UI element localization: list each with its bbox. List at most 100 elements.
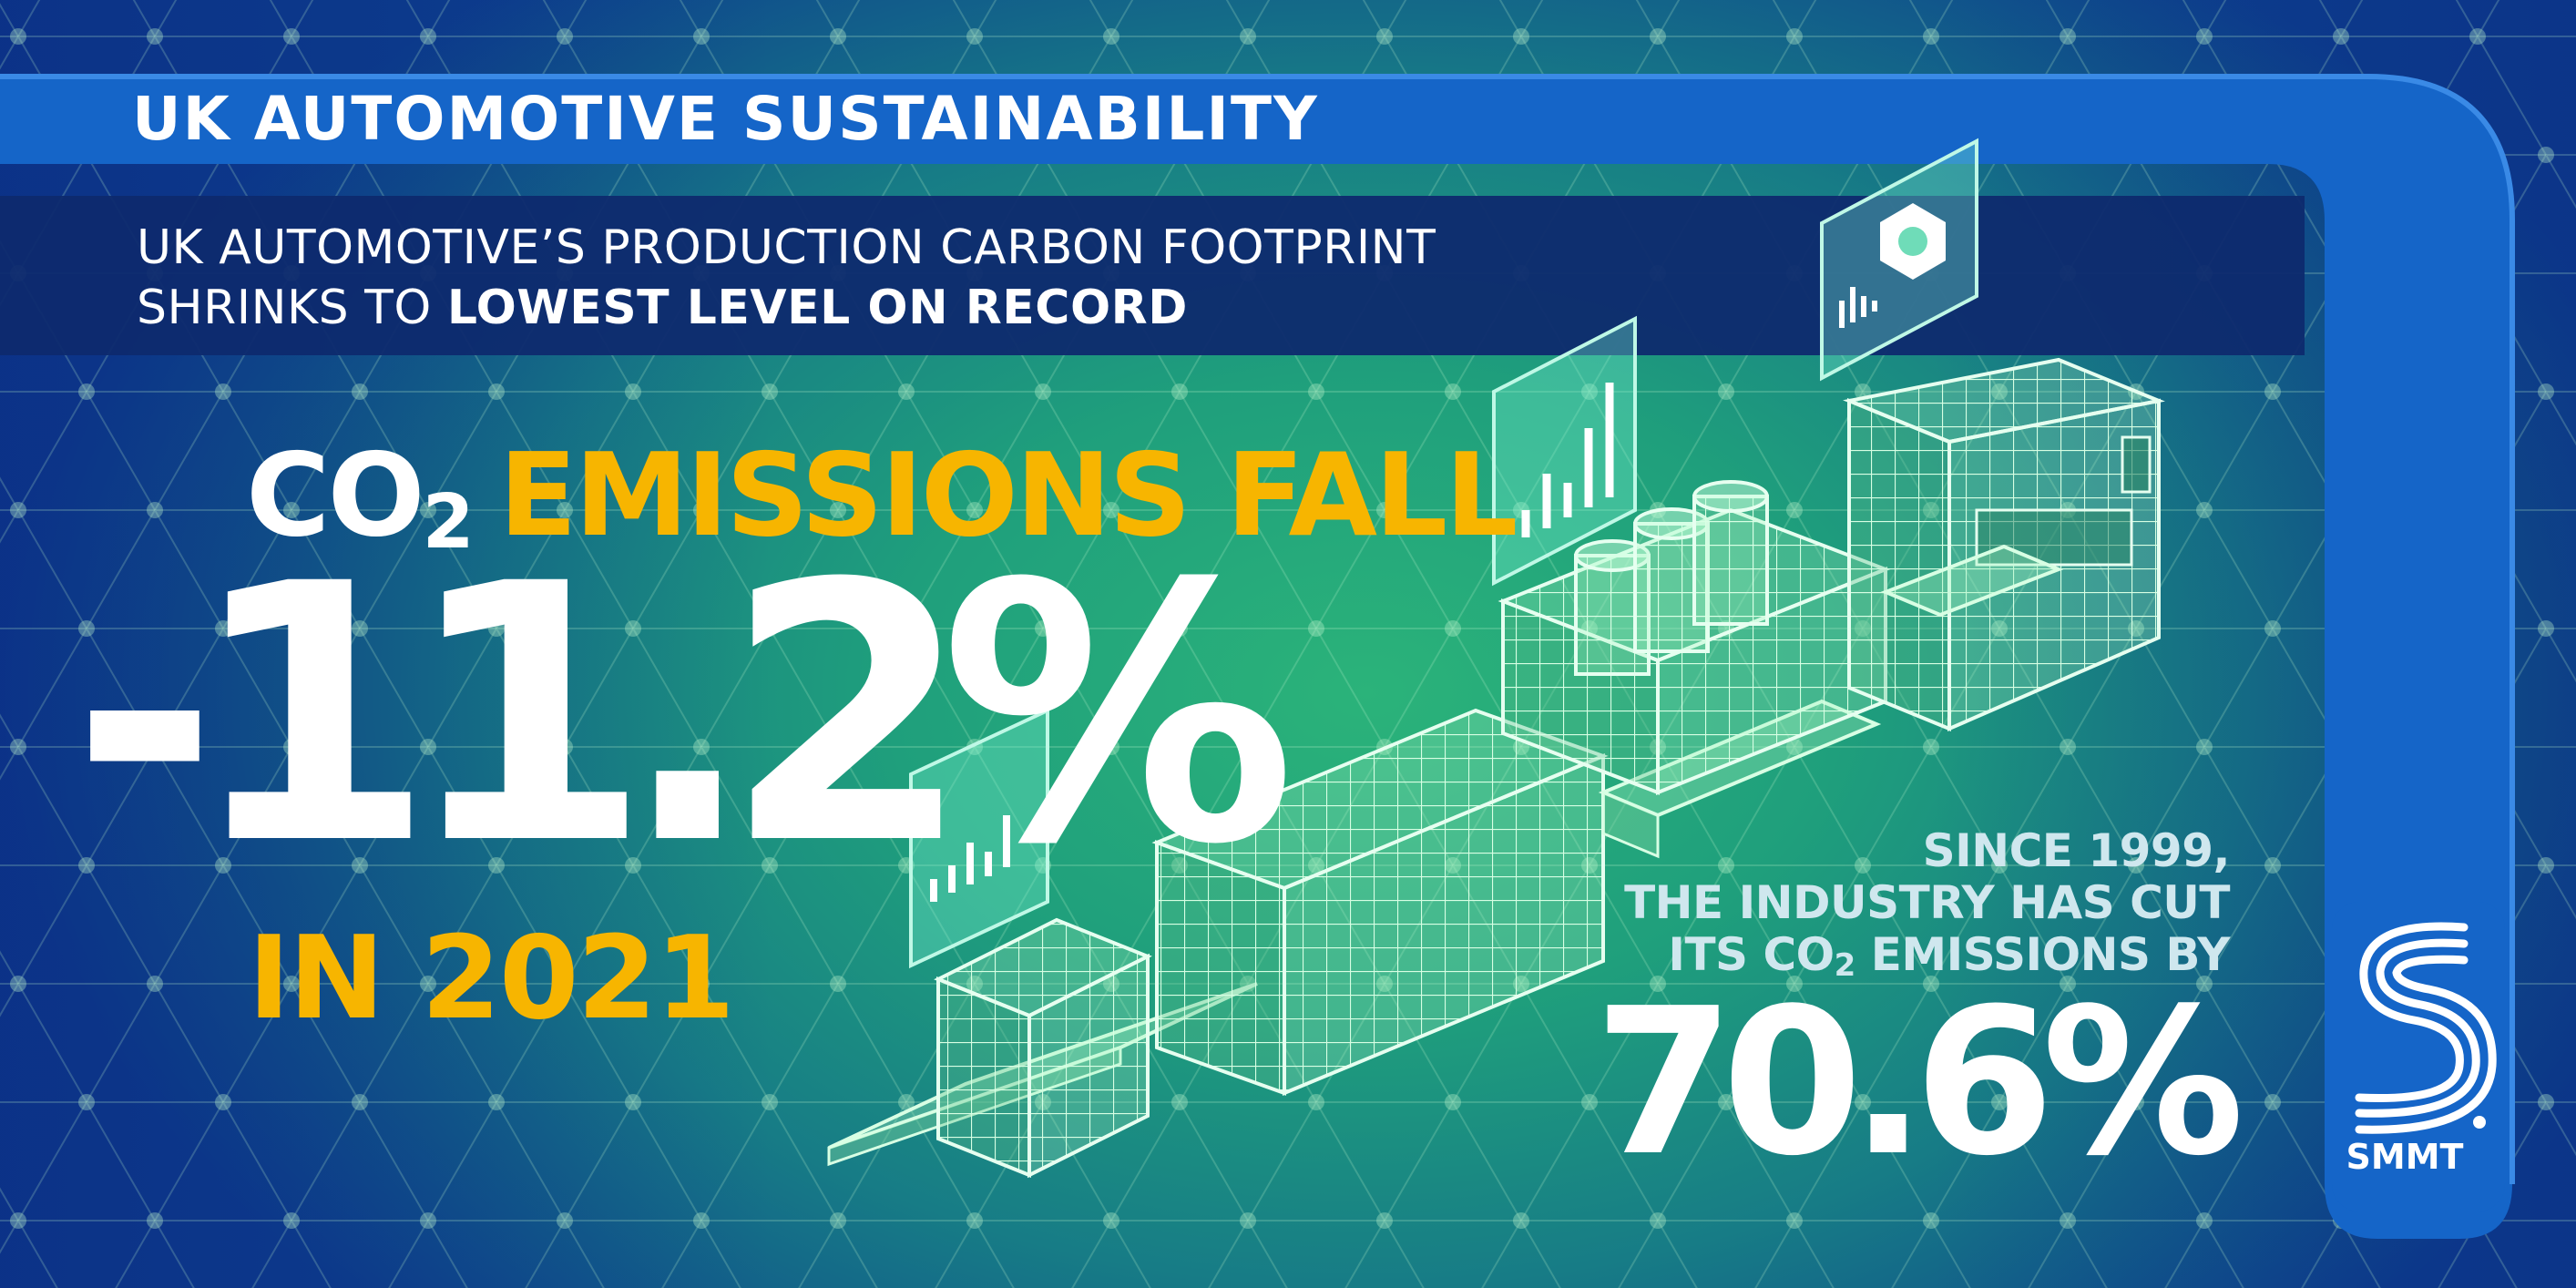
upper-conveyor bbox=[1880, 544, 2064, 618]
network-node bbox=[1103, 739, 1119, 755]
silos bbox=[1574, 480, 1769, 676]
network-node bbox=[147, 976, 163, 992]
network-node bbox=[147, 1212, 163, 1229]
subtitle-line-2: SHRINKS TO LOWEST LEVEL ON RECORD bbox=[137, 281, 1188, 335]
network-node bbox=[966, 502, 983, 518]
network-node bbox=[1445, 1094, 1461, 1110]
network-node bbox=[625, 857, 641, 874]
network-node bbox=[1786, 1212, 1803, 1229]
network-node bbox=[488, 857, 505, 874]
network-node bbox=[2060, 1212, 2076, 1229]
network-node bbox=[2196, 976, 2213, 992]
network-node bbox=[557, 976, 573, 992]
network-node bbox=[762, 1094, 778, 1110]
network-node bbox=[283, 28, 300, 45]
network-node bbox=[420, 739, 436, 755]
network-node bbox=[1376, 28, 1393, 45]
network-node bbox=[78, 620, 95, 637]
header-title: UK AUTOMOTIVE SUSTAINABILITY bbox=[132, 84, 1319, 154]
network-node bbox=[10, 502, 26, 518]
network-node bbox=[1240, 1212, 1256, 1229]
subtitle-band bbox=[0, 196, 2305, 355]
network-node bbox=[1786, 976, 1803, 992]
network-node bbox=[283, 1212, 300, 1229]
network-node bbox=[1855, 1094, 1871, 1110]
network-node bbox=[1923, 1212, 1939, 1229]
network-node bbox=[488, 383, 505, 400]
network-node bbox=[2264, 857, 2281, 874]
network-node bbox=[488, 1094, 505, 1110]
since-line-3: ITS CO2 EMISSIONS BY bbox=[1668, 928, 2230, 984]
subtitle-line-2-bold: LOWEST LEVEL ON RECORD bbox=[446, 281, 1188, 335]
holo-chart-panel-2 bbox=[909, 707, 1049, 969]
since-line-3-subscript: 2 bbox=[1834, 947, 1856, 984]
network-node bbox=[693, 739, 710, 755]
network-node bbox=[762, 857, 778, 874]
network-node bbox=[2538, 620, 2554, 637]
network-node bbox=[1923, 739, 1939, 755]
network-node bbox=[898, 1094, 915, 1110]
network-node bbox=[1786, 28, 1803, 45]
network-node bbox=[1718, 857, 1734, 874]
network-node bbox=[693, 976, 710, 992]
network-node bbox=[215, 620, 231, 637]
network-node bbox=[2264, 383, 2281, 400]
subtitle-line-1: UK AUTOMOTIVE’S PRODUCTION CARBON FOOTPR… bbox=[137, 220, 1436, 275]
network-node bbox=[898, 383, 915, 400]
network-node bbox=[693, 502, 710, 518]
network-node bbox=[352, 383, 368, 400]
network-node bbox=[2333, 28, 2349, 45]
year-label: IN 2021 bbox=[248, 911, 735, 1045]
network-node bbox=[2196, 28, 2213, 45]
network-node bbox=[557, 28, 573, 45]
network-node bbox=[1171, 1094, 1188, 1110]
holo-chart-panel-1 bbox=[1492, 315, 1637, 587]
network-node bbox=[830, 28, 846, 45]
since-1999-value: 70.6% bbox=[1593, 966, 2244, 1201]
subtitle-line-2-prefix: SHRINKS TO bbox=[137, 281, 447, 335]
network-node bbox=[966, 1212, 983, 1229]
network-node bbox=[1786, 739, 1803, 755]
network-node bbox=[1308, 383, 1324, 400]
network-node bbox=[1991, 857, 2008, 874]
network-node bbox=[1513, 1212, 1529, 1229]
network-node bbox=[420, 976, 436, 992]
network-node bbox=[830, 1212, 846, 1229]
network-node bbox=[10, 739, 26, 755]
network-node bbox=[1308, 620, 1324, 637]
network-node bbox=[352, 1094, 368, 1110]
network-node bbox=[1445, 620, 1461, 637]
gear-icon bbox=[1880, 203, 1946, 280]
network-node bbox=[78, 1094, 95, 1110]
network-node bbox=[830, 739, 846, 755]
network-node bbox=[1171, 383, 1188, 400]
network-node bbox=[1650, 976, 1666, 992]
network-node bbox=[2060, 28, 2076, 45]
network-node bbox=[2196, 1212, 2213, 1229]
network-node bbox=[1376, 1212, 1393, 1229]
network-node bbox=[1650, 1212, 1666, 1229]
network-node bbox=[2538, 147, 2554, 163]
network-node bbox=[762, 383, 778, 400]
network-node bbox=[1650, 28, 1666, 45]
since-line-2: THE INDUSTRY HAS CUT bbox=[1624, 876, 2230, 929]
logo-panel bbox=[2332, 902, 2505, 1211]
box-large bbox=[1151, 708, 1609, 1096]
network-node bbox=[2264, 620, 2281, 637]
network-node bbox=[283, 976, 300, 992]
network-node bbox=[898, 620, 915, 637]
network-node bbox=[215, 1094, 231, 1110]
network-node bbox=[830, 976, 846, 992]
network-node bbox=[1923, 976, 1939, 992]
network-node bbox=[215, 383, 231, 400]
network-node bbox=[10, 1212, 26, 1229]
network-node bbox=[10, 28, 26, 45]
co2-subscript: 2 bbox=[422, 479, 475, 566]
network-node bbox=[215, 857, 231, 874]
network-node bbox=[2128, 857, 2144, 874]
machine-right bbox=[1843, 357, 2165, 732]
network-node bbox=[1581, 1094, 1598, 1110]
